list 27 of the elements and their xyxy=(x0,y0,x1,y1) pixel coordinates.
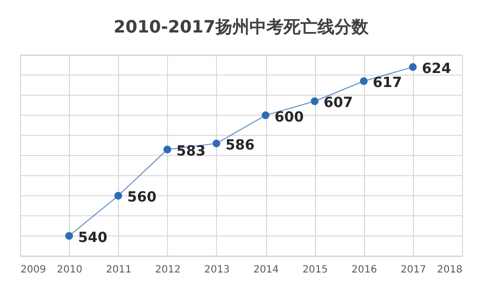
data-label: 540 xyxy=(78,230,108,246)
point xyxy=(409,63,417,71)
point xyxy=(114,192,122,200)
x-tick-label: 2011 xyxy=(106,264,132,276)
data-label: 586 xyxy=(225,137,255,154)
point xyxy=(163,146,172,154)
x-tick-label: 2016 xyxy=(352,264,378,276)
point xyxy=(310,97,319,106)
data-label: 617 xyxy=(372,75,402,92)
x-tick-label: 2013 xyxy=(204,264,230,276)
x-tick-label: 2018 xyxy=(437,264,462,276)
x-tick-label: 2017 xyxy=(400,264,426,276)
data-label: 607 xyxy=(324,95,353,112)
x-tick-label: 2009 xyxy=(20,264,46,276)
x-tick-label: 2015 xyxy=(302,264,328,276)
x-tick-label: 2012 xyxy=(155,264,181,276)
point xyxy=(212,140,220,148)
chart-title: 2010-2017扬州中考死亡线分数 xyxy=(114,18,370,38)
x-tick-label: 2010 xyxy=(56,264,82,276)
point xyxy=(360,77,368,85)
x-tick-label: 2014 xyxy=(253,264,279,276)
point xyxy=(65,232,73,240)
data-label: 583 xyxy=(176,143,206,160)
point xyxy=(262,111,270,120)
data-label: 600 xyxy=(274,109,304,126)
data-label: 624 xyxy=(422,61,452,78)
data-label: 560 xyxy=(127,190,157,206)
